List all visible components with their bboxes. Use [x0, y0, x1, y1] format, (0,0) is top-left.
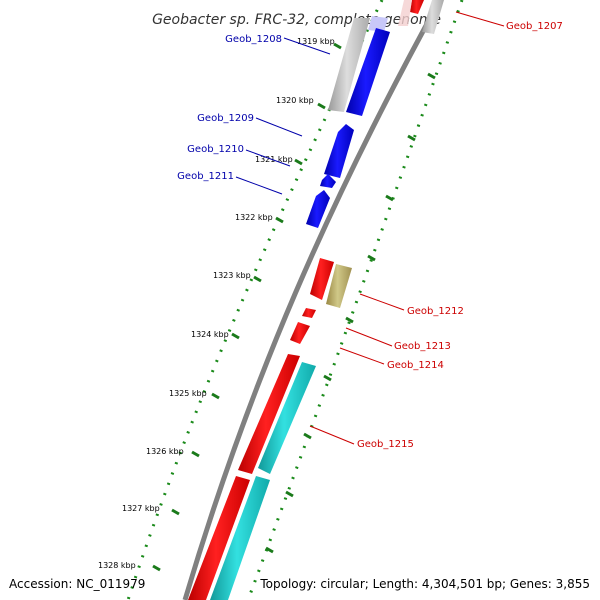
topology-text: Topology: circular; Length: 4,304,501 bp… [260, 577, 590, 591]
tick-label: 1323 kbp [213, 271, 251, 280]
major-ticks-outer [265, 72, 436, 554]
gene-red-a [310, 258, 334, 300]
gene-faint-blue [368, 16, 388, 32]
gene-red-long-2 [188, 476, 250, 600]
gene-geob-1213[interactable] [302, 308, 316, 318]
gene-gray-reverse [328, 18, 370, 112]
gene-geob-1207[interactable] [410, 0, 424, 14]
tick-label: 1321 kbp [255, 155, 293, 164]
gene-label-geob-1211[interactable]: Geob_1211 [177, 171, 234, 182]
gene-label-geob-1214[interactable]: Geob_1214 [387, 360, 444, 371]
tick-label: 1328 kbp [98, 561, 136, 570]
gene-gray-top-right [422, 0, 444, 34]
gene-geob-1211[interactable] [306, 190, 330, 228]
gene-geob-1209[interactable] [324, 124, 354, 178]
map-title: Geobacter sp. FRC-32, complete genome [152, 12, 441, 28]
gene-label-geob-1215[interactable]: Geob_1215 [357, 439, 414, 450]
gene-geob-1215[interactable] [258, 362, 316, 474]
gene-label-geob-1210[interactable]: Geob_1210 [187, 144, 244, 155]
gene-geob-1214[interactable] [290, 322, 310, 344]
tick-label: 1319 kbp [297, 37, 335, 46]
major-ticks-inner [152, 42, 342, 572]
gene-label-geob-1207[interactable]: Geob_1207 [506, 21, 563, 32]
gene-cyan-2 [210, 476, 270, 600]
tick-ring-outer [246, 0, 464, 600]
gene-geob-1210[interactable] [320, 174, 336, 188]
gene-geob-1208[interactable] [346, 28, 390, 116]
tick-label: 1324 kbp [191, 330, 229, 339]
gene-label-geob-1208[interactable]: Geob_1208 [225, 34, 282, 45]
leader-lines [235, 11, 505, 445]
gene-label-geob-1209[interactable]: Geob_1209 [197, 113, 254, 124]
tick-labels: 1319 kbp 1320 kbp 1321 kbp 1322 kbp 1323… [98, 37, 335, 570]
gene-features[interactable] [188, 0, 444, 600]
gene-label-geob-1212[interactable]: Geob_1212 [407, 306, 464, 317]
tick-label: 1325 kbp [169, 389, 207, 398]
tick-label: 1320 kbp [276, 96, 314, 105]
tick-label: 1326 kbp [146, 447, 184, 456]
gene-red-long-1 [238, 354, 300, 474]
gene-geob-1207-shadow [398, 0, 412, 26]
genome-backbone [182, 0, 443, 600]
gene-label-geob-1213[interactable]: Geob_1213 [394, 341, 451, 352]
accession-text: Accession: NC_011979 [9, 577, 146, 591]
gene-geob-1212[interactable] [326, 264, 352, 308]
tick-label: 1327 kbp [122, 504, 160, 513]
tick-label: 1322 kbp [235, 213, 273, 222]
gene-labels: Geob_1207 Geob_1208 Geob_1209 Geob_1210 … [177, 21, 563, 450]
